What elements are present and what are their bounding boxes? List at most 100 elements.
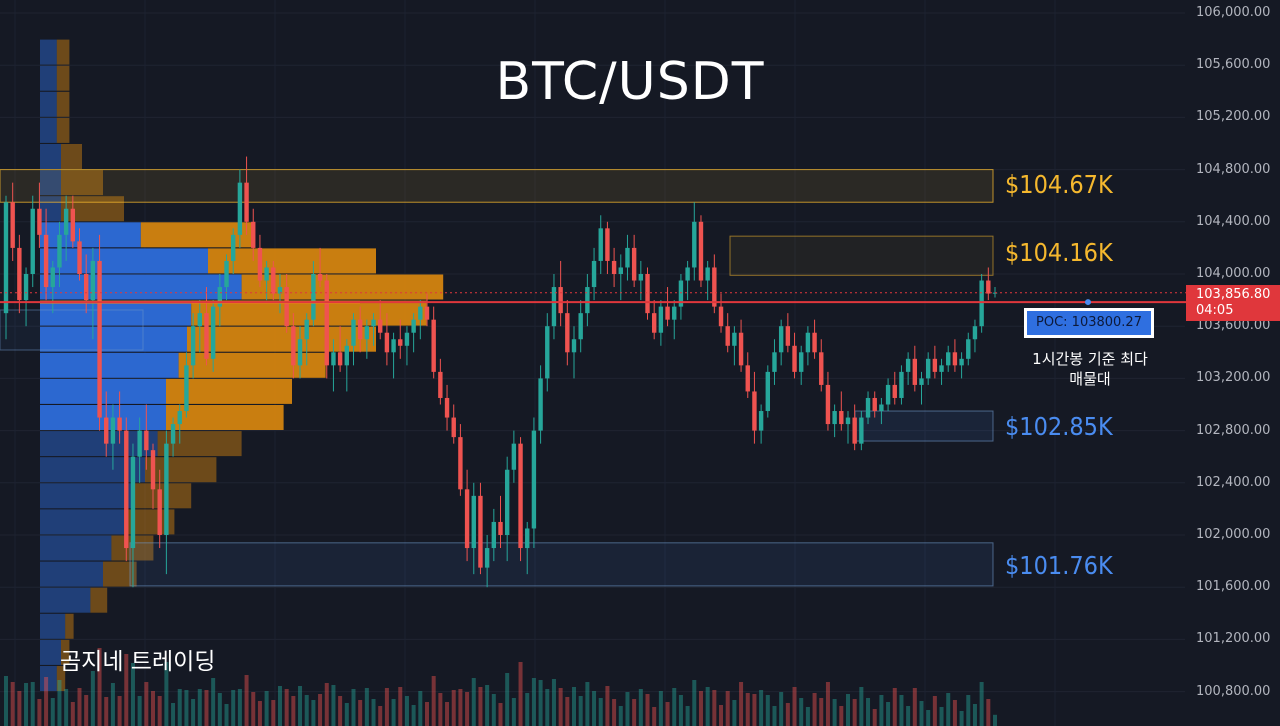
volume-bar [331, 685, 336, 726]
volume-bar [993, 714, 997, 726]
candle-body [70, 208, 76, 242]
volume-profile-buy-bar [40, 535, 112, 561]
axis-tick-label: 103,600.00 [1196, 318, 1271, 334]
candle-body [525, 528, 530, 549]
candle-body [184, 365, 189, 412]
candle-body [832, 411, 837, 425]
volume-bar [558, 688, 563, 726]
volume-bar [932, 696, 937, 726]
volume-profile-sell-bar [166, 405, 284, 430]
volume-bar [825, 682, 830, 726]
candle-body [859, 417, 864, 444]
volume-bar [959, 711, 964, 726]
volume-bar [324, 683, 329, 726]
volume-bar [97, 648, 102, 726]
volume-profile-buy-bar [40, 613, 66, 639]
volume-bar [137, 696, 142, 726]
candle-body [738, 332, 744, 366]
volume-bar [364, 688, 369, 726]
candle-body [912, 358, 918, 385]
volume-bar [952, 700, 957, 726]
axis-tick-label: 103,200.00 [1196, 370, 1271, 386]
volume-bar [418, 691, 423, 726]
candle-body [57, 234, 62, 268]
volume-profile-sell-bar [187, 326, 376, 352]
volume-bar [157, 696, 162, 726]
volume-profile-sell-bar [56, 666, 66, 691]
volume-bar [318, 694, 323, 726]
candle-body [104, 417, 109, 444]
volume-bar [257, 701, 262, 726]
volume-bar [224, 704, 229, 726]
volume-profile-buy-bar [40, 248, 208, 274]
poc-label: POC: 103800.27 [1024, 308, 1154, 338]
volume-bar [424, 702, 429, 726]
volume-profile-buy-bar [40, 300, 192, 326]
candle-body [885, 384, 891, 405]
candle-body [725, 326, 730, 346]
volume-profile-buy-bar [40, 483, 133, 509]
zone-label-101760: $101.76K [1005, 551, 1113, 580]
candle-body [83, 274, 89, 301]
volume-profile-sell-bar [56, 91, 70, 117]
volume-bar [117, 696, 122, 726]
axis-tick-label: 104,400.00 [1196, 213, 1271, 229]
volume-bar [899, 695, 904, 726]
poc-marker [1085, 299, 1091, 306]
candle-body [805, 332, 811, 353]
axis-tick-label: 101,200.00 [1196, 631, 1271, 647]
volume-bar [926, 710, 931, 726]
volume-bar [906, 706, 911, 726]
volume-bar [264, 691, 269, 726]
axis-tick-label: 100,800.00 [1196, 683, 1271, 699]
volume-bar [191, 699, 196, 726]
candle-countdown: 04:05 [1196, 303, 1234, 318]
axis-tick-label: 105,600.00 [1196, 57, 1271, 73]
candle-body [471, 495, 476, 549]
candle-body [37, 208, 42, 235]
candle-body [217, 287, 223, 307]
candle-body [297, 339, 303, 366]
candle-body [718, 306, 724, 327]
axis-tick-label: 104,800.00 [1196, 161, 1271, 177]
volume-profile-buy-bar [40, 378, 166, 404]
volume-profile-buy-bar [40, 352, 179, 378]
volume-bar [511, 698, 516, 726]
candle-body [932, 358, 938, 372]
volume-profile-buy-bar [40, 509, 124, 535]
candle-body [565, 313, 570, 353]
candle-body [124, 430, 129, 549]
axis-tick-label: 102,400.00 [1196, 474, 1271, 490]
price-zone-3 [854, 410, 994, 442]
volume-bar [110, 683, 115, 726]
volume-bar [30, 682, 35, 726]
candle-body [825, 384, 831, 425]
volume-bar [692, 680, 697, 726]
candle-body [799, 352, 804, 372]
volume-bar [672, 688, 677, 726]
volume-bar [391, 699, 396, 726]
candle-body [685, 267, 690, 281]
volume-bar [344, 703, 349, 726]
candle-body [371, 319, 376, 327]
volume-profile-buy-bar [40, 222, 141, 248]
candle-body [257, 247, 263, 281]
volume-bar [458, 689, 463, 726]
candle-body [277, 287, 283, 294]
volume-bar [44, 677, 49, 726]
candle-body [645, 274, 650, 314]
candle-body [311, 274, 316, 320]
volume-bar [892, 688, 897, 726]
volume-bar [284, 689, 289, 726]
volume-bar [445, 702, 450, 726]
candle-body [732, 332, 737, 346]
candle-body [351, 319, 356, 346]
volume-bar [605, 686, 610, 726]
candle-body [23, 274, 29, 301]
volume-bar [298, 686, 303, 726]
candle-body [905, 358, 911, 372]
candle-body [865, 397, 871, 418]
candle-body [571, 339, 577, 353]
volume-profile-sell-bar [61, 144, 82, 169]
